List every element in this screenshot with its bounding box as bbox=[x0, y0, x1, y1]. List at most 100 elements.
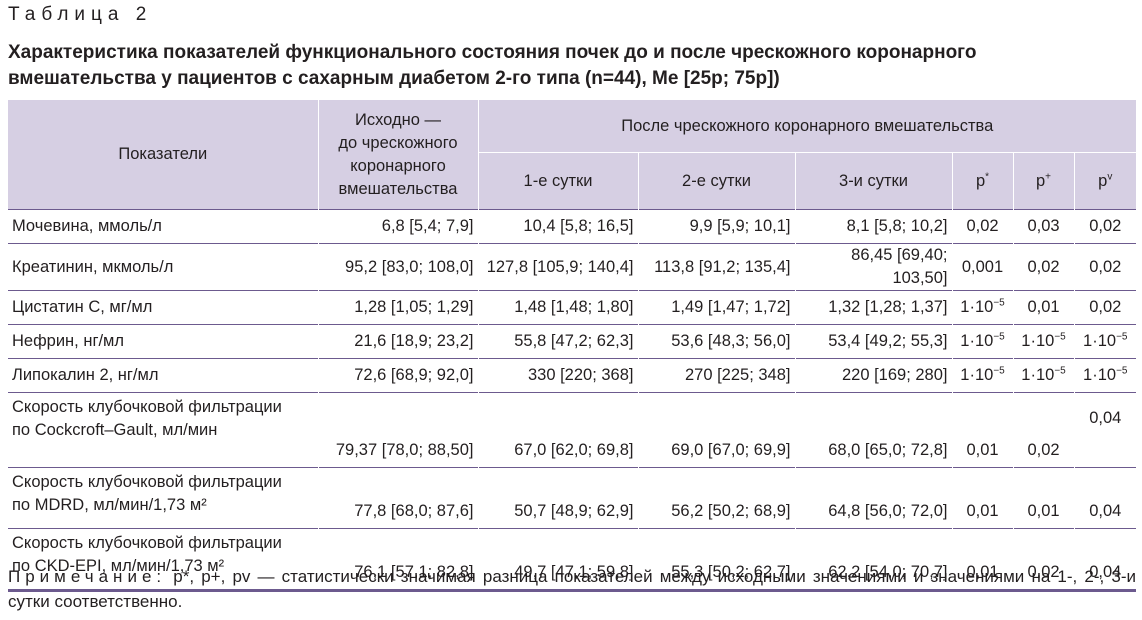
cell-p-star: 0,001 bbox=[952, 243, 1014, 291]
cell-baseline: 21,6 [18,9; 23,2] bbox=[318, 324, 479, 359]
note-prefix: Примечание: bbox=[8, 567, 167, 586]
cell-indicator: Скорость клубочковой фильтрации по Cockcr… bbox=[8, 392, 319, 468]
exponent: −5 bbox=[993, 331, 1005, 343]
header-baseline: Исходно — до чрескожного коронарного вме… bbox=[318, 100, 479, 210]
cell-p-plus: 1·10−5 bbox=[1013, 358, 1075, 393]
cell-baseline: 6,8 [5,4; 7,9] bbox=[318, 209, 479, 244]
indicator-line: Цистатин С, мг/мл bbox=[12, 298, 153, 316]
header-p-plus: p+ bbox=[1013, 152, 1075, 210]
indicator-line: Липокалин 2, нг/мл bbox=[12, 366, 159, 384]
cell-p-plus: 0,02 bbox=[1013, 392, 1075, 468]
cell-day3: 53,4 [49,2; 55,3] bbox=[795, 324, 953, 359]
cell-day2: 9,9 [5,9; 10,1] bbox=[638, 209, 796, 244]
cell-p-star: 1·10−5 bbox=[952, 324, 1014, 359]
exponent: −5 bbox=[1054, 331, 1066, 343]
p-mark: + bbox=[1045, 171, 1052, 182]
p-mark: v bbox=[1107, 171, 1113, 182]
note-text: p*, p+, pv — статистически значимая разн… bbox=[8, 567, 1136, 611]
cell-day3: 1,32 [1,28; 1,37] bbox=[795, 290, 953, 325]
exponent: −5 bbox=[993, 365, 1005, 377]
table-row: Липокалин 2, нг/мл 72,6 [68,9; 92,0] 330 [… bbox=[8, 358, 1136, 393]
header-day3: 3-и сутки bbox=[795, 152, 953, 210]
cell-baseline: 76,1 [57,1; 82,8] bbox=[318, 528, 479, 592]
cell-indicator: Цистатин С, мг/мл bbox=[8, 290, 319, 325]
indicator-line: по Cockcroft–Gault, мл/мин bbox=[12, 421, 218, 439]
cell-p-plus: 0,02 bbox=[1013, 243, 1075, 291]
header-day1: 1-е сутки bbox=[478, 152, 639, 210]
table-row: Мочевина, ммоль/л 6,8 [5,4; 7,9] 10,4 [5,8… bbox=[8, 209, 1136, 244]
cell-day2: 55,3 [50,2; 62,7] bbox=[638, 528, 796, 592]
cell-baseline: 77,8 [68,0; 87,6] bbox=[318, 467, 479, 529]
cell-indicator: Скорость клубочковой фильтрации по CKD-EP… bbox=[8, 528, 319, 592]
cell-p-v: 0,04 bbox=[1074, 467, 1136, 529]
p-letter: p bbox=[1098, 171, 1108, 190]
cell-p-v: 1·10−5 bbox=[1074, 358, 1136, 393]
cell-p-v: 0,02 bbox=[1074, 209, 1136, 244]
cell-p-v: 1·10−5 bbox=[1074, 324, 1136, 359]
cell-indicator: Скорость клубочковой фильтрации по MDRD, … bbox=[8, 467, 319, 529]
cell-day1: 10,4 [5,8; 16,5] bbox=[478, 209, 639, 244]
header-baseline-line: коронарного bbox=[350, 156, 446, 175]
cell-p-plus: 1·10−5 bbox=[1013, 324, 1075, 359]
p-letter: p bbox=[1035, 171, 1046, 190]
cell-baseline: 95,2 [83,0; 108,0] bbox=[318, 243, 479, 291]
cell-p-v: 0,02 bbox=[1074, 243, 1136, 291]
table-row: Цистатин С, мг/мл 1,28 [1,05; 1,29] 1,48 [… bbox=[8, 290, 1136, 325]
cell-baseline: 1,28 [1,05; 1,29] bbox=[318, 290, 479, 325]
cell-p-star: 0,02 bbox=[952, 209, 1014, 244]
cell-day1: 330 [220; 368] bbox=[478, 358, 639, 393]
table-row: Скорость клубочковой фильтрации по CKD-EP… bbox=[8, 528, 1136, 592]
cell-day1: 127,8 [105,9; 140,4] bbox=[478, 243, 639, 291]
cell-p-plus: 0,01 bbox=[1013, 290, 1075, 325]
cell-p-plus: 0,02 bbox=[1013, 528, 1075, 592]
header-row-bottom: 1-е сутки 2-е сутки 3-и сутки p* p+ pv bbox=[8, 152, 1136, 210]
cell-day1: 67,0 [62,0; 69,8] bbox=[478, 392, 639, 468]
table-label: Таблица 2 bbox=[8, 4, 153, 25]
cell-day1: 55,8 [47,2; 62,3] bbox=[478, 324, 639, 359]
cell-baseline: 79,37 [78,0; 88,50] bbox=[318, 392, 479, 468]
cell-p-v: 0,04 bbox=[1074, 528, 1136, 592]
indicator-line: Нефрин, нг/мл bbox=[12, 332, 125, 350]
cell-day3: 64,8 [56,0; 72,0] bbox=[795, 467, 953, 529]
cell-p-star: 0,01 bbox=[952, 528, 1014, 592]
table-body: Мочевина, ммоль/л 6,8 [5,4; 7,9] 10,4 [5,8… bbox=[8, 209, 1136, 592]
indicator-line: Скорость клубочковой фильтрации bbox=[12, 534, 282, 552]
cell-indicator: Нефрин, нг/мл bbox=[8, 324, 319, 359]
cell-day3: 86,45 [69,40; 103,50] bbox=[795, 243, 953, 291]
cell-day2: 270 [225; 348] bbox=[638, 358, 796, 393]
cell-day1: 49,7 [47,1; 59,8] bbox=[478, 528, 639, 592]
header-indicators: Показатели bbox=[8, 100, 319, 210]
indicator-line: Скорость клубочковой фильтрации bbox=[12, 398, 282, 416]
table-row: Скорость клубочковой фильтрации по Cockcr… bbox=[8, 392, 1136, 468]
header-after-pci: После чрескожного коронарного вмешательс… bbox=[478, 100, 1136, 153]
cell-day2: 53,6 [48,3; 56,0] bbox=[638, 324, 796, 359]
header-baseline-line: вмешательства bbox=[338, 179, 458, 198]
cell-p-v: 0,04 bbox=[1074, 392, 1136, 468]
indicator-line: Креатинин, мкмоль/л bbox=[12, 257, 174, 276]
indicator-line: Мочевина, ммоль/л bbox=[12, 217, 162, 235]
cell-day2: 56,2 [50,2; 68,9] bbox=[638, 467, 796, 529]
p-letter: p bbox=[975, 171, 986, 190]
header-day2: 2-е сутки bbox=[638, 152, 796, 210]
cell-p-plus: 0,03 bbox=[1013, 209, 1075, 244]
exponent: −5 bbox=[1116, 365, 1128, 377]
indicator-line: по CKD-EPI, мл/мин/1,73 м² bbox=[12, 557, 225, 575]
exponent: −5 bbox=[1054, 365, 1066, 377]
cell-p-plus: 0,01 bbox=[1013, 467, 1075, 529]
cell-indicator: Липокалин 2, нг/мл bbox=[8, 358, 319, 393]
cell-p-star: 0,01 bbox=[952, 392, 1014, 468]
header-row-top: Показатели Исходно — до чрескожного коро… bbox=[8, 100, 1136, 210]
cell-p-star: 1·10−5 bbox=[952, 358, 1014, 393]
table-caption: Характеристика показателей функционально… bbox=[8, 42, 977, 89]
header-p-v: pv bbox=[1074, 152, 1136, 210]
table-row: Скорость клубочковой фильтрации по MDRD, … bbox=[8, 467, 1136, 529]
exponent: −5 bbox=[1116, 331, 1128, 343]
cell-day2: 69,0 [67,0; 69,9] bbox=[638, 392, 796, 468]
cell-indicator: Креатинин, мкмоль/л bbox=[8, 243, 319, 291]
header-p-star: p* bbox=[952, 152, 1014, 210]
cell-day3: 62,2 [54,0; 70,7] bbox=[795, 528, 953, 592]
cell-indicator: Мочевина, ммоль/л bbox=[8, 209, 319, 244]
cell-day2: 1,49 [1,47; 1,72] bbox=[638, 290, 796, 325]
p-mark: * bbox=[985, 171, 990, 182]
cell-day3: 220 [169; 280] bbox=[795, 358, 953, 393]
